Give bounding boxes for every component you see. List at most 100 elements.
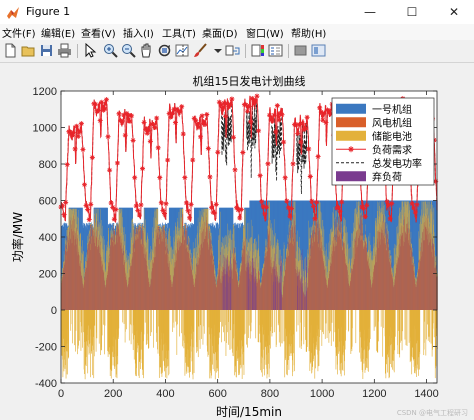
- insert-legend-icon[interactable]: [268, 43, 283, 58]
- storage-charge-bar: [167, 310, 169, 351]
- window-title: Figure 1: [26, 5, 71, 18]
- storage-charge-bar: [306, 310, 308, 347]
- storage-charge-bar: [210, 310, 211, 371]
- storage-charge-bar: [203, 310, 205, 334]
- link-plot-icon[interactable]: [225, 43, 240, 58]
- menu-tools[interactable]: 工具(T): [162, 29, 196, 40]
- storage-charge-bar: [248, 310, 249, 338]
- storage-charge-bar: [369, 310, 371, 340]
- storage-bar: [159, 225, 161, 227]
- storage-charge-bar: [140, 310, 142, 360]
- storage-charge-bar: [150, 310, 152, 336]
- storage-charge-bar: [200, 310, 201, 326]
- storage-charge-bar: [160, 310, 162, 374]
- storage-bar: [140, 225, 141, 227]
- storage-charge-bar: [414, 310, 415, 360]
- storage-charge-bar: [270, 310, 272, 327]
- storage-charge-bar: [352, 310, 353, 329]
- storage-charge-bar: [158, 310, 159, 327]
- brush-icon[interactable]: [193, 43, 208, 58]
- storage-charge-bar: [96, 310, 98, 339]
- storage-charge-bar: [321, 310, 323, 346]
- storage-charge-bar: [175, 310, 177, 322]
- storage-charge-bar: [227, 310, 229, 345]
- storage-charge-bar: [224, 310, 225, 342]
- menu-edit[interactable]: 编辑(E): [41, 29, 76, 40]
- storage-bar: [183, 226, 184, 228]
- pan-hand-icon[interactable]: [139, 43, 154, 58]
- menu-view[interactable]: 查看(V): [81, 29, 116, 40]
- storage-charge-bar: [218, 310, 219, 379]
- minimize-button[interactable]: —: [364, 5, 376, 19]
- storage-charge-bar: [375, 310, 376, 326]
- storage-charge-bar: [112, 310, 114, 366]
- menu-desktop[interactable]: 桌面(D): [202, 29, 238, 40]
- storage-charge-bar: [220, 310, 221, 322]
- storage-charge-bar: [212, 310, 214, 370]
- show-plot-tools-icon[interactable]: [311, 43, 326, 58]
- storage-charge-bar: [365, 310, 367, 370]
- storage-bar: [157, 208, 159, 235]
- zoom-out-icon[interactable]: [121, 43, 136, 58]
- new-figure-icon[interactable]: [3, 43, 18, 58]
- storage-charge-bar: [287, 310, 288, 376]
- data-cursor-icon[interactable]: [175, 43, 190, 58]
- storage-charge-bar: [291, 310, 293, 345]
- close-button[interactable]: ✕: [448, 5, 460, 19]
- menu-window[interactable]: 窗口(W): [246, 29, 284, 40]
- brush-menu-icon[interactable]: [210, 43, 225, 58]
- storage-charge-bar: [399, 310, 401, 343]
- storage-charge-bar: [278, 310, 280, 343]
- storage-charge-bar: [172, 310, 174, 323]
- storage-charge-bar: [312, 310, 314, 367]
- storage-charge-bar: [225, 310, 227, 356]
- storage-charge-bar: [183, 310, 185, 349]
- storage-charge-bar: [116, 310, 117, 365]
- storage-charge-bar: [402, 310, 403, 332]
- storage-charge-bar: [146, 310, 148, 341]
- storage-charge-bar: [401, 310, 403, 351]
- storage-charge-bar: [267, 310, 269, 375]
- storage-charge-bar: [412, 310, 414, 360]
- menu-help[interactable]: 帮助(H): [291, 29, 327, 40]
- storage-bar: [186, 225, 188, 227]
- storage-bar: [90, 224, 91, 225]
- save-icon[interactable]: [39, 43, 54, 58]
- storage-charge-bar: [292, 310, 294, 372]
- menu-insert[interactable]: 插入(I): [123, 29, 154, 40]
- storage-charge-bar: [399, 310, 401, 358]
- storage-charge-bar: [129, 310, 131, 325]
- storage-bar: [117, 223, 118, 225]
- storage-charge-bar: [181, 310, 182, 334]
- storage-charge-bar: [283, 310, 285, 342]
- storage-bar: [207, 208, 209, 243]
- storage-charge-bar: [228, 310, 229, 322]
- storage-charge-bar: [359, 310, 360, 353]
- storage-charge-bar: [197, 310, 199, 358]
- storage-charge-bar: [240, 310, 242, 369]
- storage-charge-bar: [107, 310, 108, 351]
- storage-charge-bar: [132, 310, 134, 350]
- open-file-icon[interactable]: [21, 43, 36, 58]
- storage-charge-bar: [272, 310, 274, 334]
- storage-charge-bar: [133, 310, 135, 360]
- storage-charge-bar: [397, 310, 399, 355]
- storage-charge-bar: [348, 310, 350, 331]
- storage-charge-bar: [247, 310, 248, 348]
- insert-colorbar-icon[interactable]: [250, 43, 265, 58]
- storage-charge-bar: [126, 310, 127, 330]
- menu-file[interactable]: 文件(F): [2, 29, 36, 40]
- storage-charge-bar: [143, 310, 144, 379]
- storage-charge-bar: [125, 310, 126, 332]
- select-arrow-icon[interactable]: [82, 42, 97, 58]
- print-icon[interactable]: [57, 43, 72, 58]
- zoom-in-icon[interactable]: [103, 43, 118, 58]
- hide-plot-tools-icon[interactable]: [293, 43, 308, 58]
- maximize-button[interactable]: ☐: [406, 5, 418, 19]
- storage-charge-bar: [218, 310, 220, 338]
- storage-charge-bar: [278, 310, 279, 324]
- rotate-3d-icon[interactable]: [157, 43, 172, 58]
- storage-charge-bar: [406, 310, 408, 346]
- storage-charge-bar: [333, 310, 334, 342]
